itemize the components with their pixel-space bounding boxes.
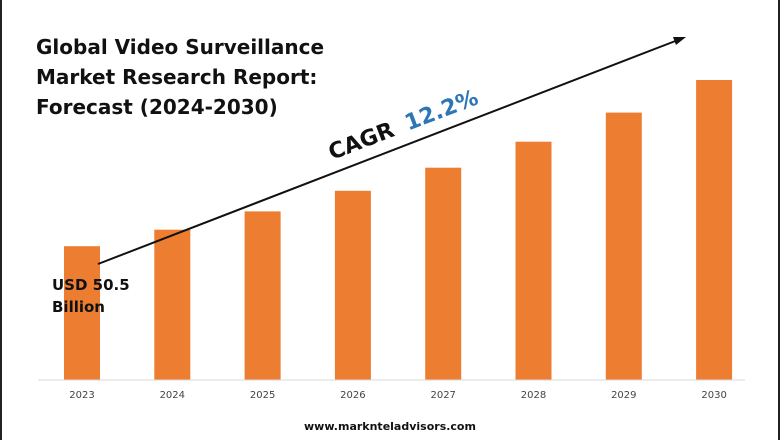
bar-2030 [696,80,733,380]
x-tick-2029: 2029 [611,390,636,401]
cagr-arrow-head [673,37,686,45]
chart-title: Global Video Surveillance Market Researc… [36,32,326,122]
start-value-line-2: Billion [52,298,105,316]
cagr-arrow-line [97,39,679,265]
x-tick-2023: 2023 [69,390,94,401]
x-tick-2028: 2028 [521,390,546,401]
cagr-label: CAGR [325,118,398,166]
x-tick-2026: 2026 [340,390,365,401]
chart-title-line-1: Global Video Surveillance [36,35,325,59]
x-tick-2025: 2025 [250,390,275,401]
x-tick-2027: 2027 [430,390,455,401]
chart-title-line-2: Market Research Report: [36,65,318,89]
x-axis-ticks: 2023 2024 2025 2026 2027 2028 2029 2030 [69,390,727,401]
bar-2023 [64,246,100,380]
x-tick-2024: 2024 [160,390,185,401]
bars-group [64,80,733,380]
cagr-value: 12.2% [402,86,482,137]
cagr-annotation: CAGR 12.2% [97,37,686,265]
x-tick-2030: 2030 [701,390,726,401]
footer-website: www.marknteladvisors.com [304,420,476,433]
start-value-line-1: USD 50.5 [52,276,130,294]
bar-2028 [515,141,552,380]
start-value-label: USD 50.5 Billion [52,274,130,318]
bar-2025 [244,211,281,380]
bar-2026 [334,190,371,380]
chart-title-line-3: Forecast (2024-2030) [36,95,278,119]
bar-2024 [154,229,191,380]
bar-2029 [605,112,642,380]
bar-2027 [425,167,462,380]
